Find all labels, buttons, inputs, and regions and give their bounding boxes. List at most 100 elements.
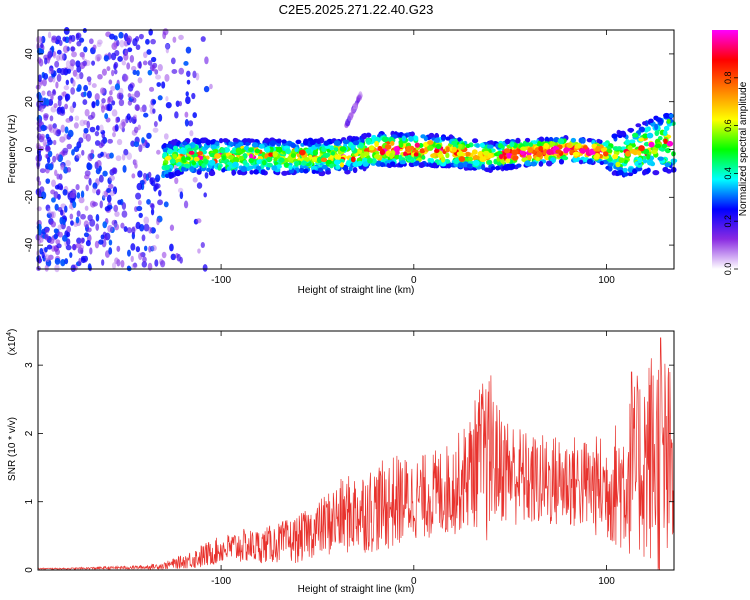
spectrogram-cell: [131, 226, 136, 235]
spectrogram-cell: [56, 73, 62, 82]
spectrogram-cell: [200, 241, 205, 248]
spectrogram-band-cell: [430, 153, 436, 158]
spectrogram-band-cell: [616, 146, 622, 151]
spectrogram-band-cell: [622, 171, 629, 177]
spectrogram-band-cell: [353, 136, 360, 141]
spectrogram-cell: [170, 253, 176, 261]
spectrogram-cell: [83, 91, 87, 97]
spectrogram-band-cell: [260, 169, 266, 175]
spectrogram-band-cell: [323, 140, 330, 146]
spectrogram-cell: [197, 248, 201, 254]
spectrogram-cell: [347, 114, 352, 122]
spectrogram-band-cell: [638, 137, 644, 142]
spectrogram-x-tick-label: -100: [211, 275, 231, 286]
spectrogram-band-cell: [467, 163, 472, 168]
spectrogram-band-cell: [298, 149, 306, 156]
snr-panel: -100 0 100 0 1 2 3 Height of straight line (km…: [6, 329, 675, 595]
spectrogram-cell: [78, 137, 84, 144]
spectrogram-cell: [118, 31, 124, 39]
spectrogram-band-cell: [472, 138, 479, 144]
snr-plot-area: [38, 331, 674, 570]
spectrogram-cell: [50, 93, 54, 101]
spectrogram-band-cell: [363, 151, 370, 157]
spectrogram-band-cell: [408, 135, 414, 142]
spectrogram-cell: [69, 59, 76, 67]
spectrogram-band-cell: [566, 142, 573, 149]
spectrogram-cell: [92, 182, 98, 190]
spectrogram-band-cell: [205, 139, 211, 146]
spectrogram-band-cell: [247, 165, 254, 170]
spectrogram-band-cell: [290, 153, 297, 158]
spectrogram-band-cell: [251, 142, 259, 148]
spectrogram-band-cell: [595, 145, 602, 152]
spectrogram-cell: [85, 240, 91, 247]
spectrogram-cell: [115, 155, 122, 162]
spectrogram-band-cell: [180, 166, 186, 172]
spectrogram-band-cell: [445, 136, 451, 141]
spectrogram-cell: [58, 40, 63, 47]
spectrogram-band-cell: [557, 138, 565, 145]
spectrogram-cell: [53, 233, 59, 240]
spectrogram-band-cell: [638, 145, 645, 152]
spectrogram-band-cell: [350, 145, 355, 151]
snr-y-tick-label: 0: [24, 567, 35, 573]
spectrogram-cell: [86, 163, 93, 171]
spectrogram-cell: [104, 113, 109, 120]
spectrogram-cell: [123, 52, 129, 61]
spectrogram-signal-band: [161, 112, 678, 180]
colorbar-tick-label: 0.8: [723, 72, 733, 85]
spectrogram-cell: [147, 262, 153, 271]
spectrogram-cell: [114, 211, 120, 217]
spectrogram-cell: [94, 240, 100, 249]
spectrogram-band-cell: [445, 146, 450, 153]
spectrogram-cell: [113, 61, 119, 69]
spectrogram-cell: [87, 153, 93, 162]
spectrogram-band-cell: [201, 162, 206, 169]
spectrogram-band-cell: [624, 150, 631, 157]
spectrogram-band-cell: [248, 157, 255, 164]
spectrogram-cell: [106, 66, 111, 72]
spectrogram-band-cell: [220, 147, 226, 154]
spectrogram-cell: [58, 52, 65, 61]
spectrogram-cell: [101, 195, 106, 201]
spectrogram-band-cell: [379, 162, 386, 168]
spectrogram-cell: [66, 166, 72, 173]
spectrogram-cell: [109, 190, 115, 197]
spectrogram-band-cell: [497, 143, 504, 149]
spectrogram-band-cell: [242, 138, 248, 143]
spectrogram-cell: [137, 61, 142, 69]
spectrogram-band-cell: [624, 139, 631, 145]
spectrogram-band-cell: [502, 165, 507, 171]
spectrogram-band-cell: [285, 148, 291, 155]
spectrogram-band-cell: [212, 148, 219, 154]
figure-title: C2E5.2025.271.22.40.G23: [279, 2, 434, 17]
spectrogram-band-cell: [648, 141, 655, 148]
spectrogram-cell: [70, 46, 76, 52]
spectrogram-y-tick-label: 0: [24, 146, 35, 152]
spectrogram-cell: [54, 264, 60, 273]
spectrogram-cell: [45, 254, 50, 263]
spectrogram-cell: [132, 38, 138, 47]
spectrogram-cell: [53, 228, 59, 234]
spectrogram-cell: [104, 205, 111, 212]
spectrogram-band-cell: [627, 145, 633, 151]
spectrogram-cell: [87, 263, 92, 271]
spectrogram-cell: [351, 107, 355, 114]
spectrogram-band-cell: [401, 135, 407, 142]
spectrogram-cell: [203, 85, 210, 93]
spectrogram-cell: [63, 27, 70, 35]
spectrogram-cell: [47, 150, 53, 158]
spectrogram-band-cell: [467, 156, 474, 162]
spectrogram-band-cell: [172, 145, 179, 151]
spectrogram-cell: [107, 96, 111, 105]
spectrogram-cell: [83, 232, 89, 238]
spectrogram-band-cell: [530, 161, 538, 167]
spectrogram-cell: [195, 218, 202, 224]
spectrogram-cell: [189, 130, 194, 137]
snr-y-multiplier-base: (x10: [7, 335, 18, 355]
colorbar-gradient: [712, 30, 738, 269]
spectrogram-band-cell: [671, 151, 676, 157]
spectrogram-cell: [44, 145, 51, 153]
spectrogram-band-cell: [641, 169, 647, 176]
spectrogram-band-cell: [294, 161, 299, 167]
